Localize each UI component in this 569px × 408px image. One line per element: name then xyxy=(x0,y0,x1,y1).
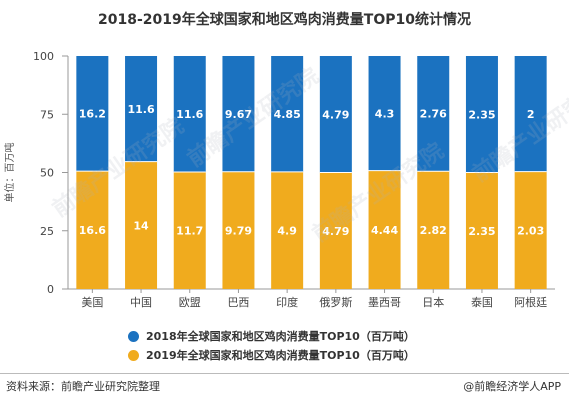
chart-title: 2018-2019年全球国家和地区鸡肉消费量TOP10统计情况 xyxy=(98,12,471,28)
y-tick-label: 50 xyxy=(40,167,54,180)
bar-2019 xyxy=(222,171,255,289)
bar-2018 xyxy=(417,56,450,172)
x-tick-label: 美国 xyxy=(81,296,103,309)
x-tick-label: 欧盟 xyxy=(179,296,201,309)
legend-item-2019: 2019年全球国家和地区鸡肉消费量TOP10（百万吨） xyxy=(128,347,415,363)
x-tick-label: 阿根廷 xyxy=(514,295,547,309)
source-note: 资料来源：前瞻产业研究院整理 xyxy=(6,380,160,393)
x-tick-label: 巴西 xyxy=(227,296,249,309)
bar-2018 xyxy=(222,56,255,172)
x-tick-label: 俄罗斯 xyxy=(319,296,352,309)
y-tick-label: 100 xyxy=(33,50,54,63)
bar-2018 xyxy=(271,56,304,172)
brand-credit: @前瞻经济学人APP xyxy=(463,380,561,393)
data-label-2019: 2.35 xyxy=(468,225,495,238)
data-label-2019: 4.44 xyxy=(371,224,398,237)
data-label-2019: 4.79 xyxy=(322,225,349,238)
y-tick-label: 25 xyxy=(40,225,54,238)
data-label-2019: 2.82 xyxy=(420,224,447,237)
bar-2019 xyxy=(76,171,109,289)
legend-item-2018: 2018年全球国家和地区鸡肉消费量TOP10（百万吨） xyxy=(128,328,415,344)
bar-2018 xyxy=(76,56,109,172)
data-label-2018: 9.67 xyxy=(225,108,252,121)
data-label-2019: 9.79 xyxy=(225,224,252,237)
x-tick-label: 印度 xyxy=(276,295,298,309)
bar-2018 xyxy=(125,56,158,162)
footer-divider xyxy=(0,373,569,374)
data-label-2018: 16.2 xyxy=(79,108,106,121)
data-label-2018: 2.35 xyxy=(468,108,495,121)
legend-label-2019: 2019年全球国家和地区鸡肉消费量TOP10（百万吨） xyxy=(146,349,415,362)
bar-2019 xyxy=(514,171,547,289)
data-label-2018: 4.3 xyxy=(375,107,395,120)
data-label-2018: 2 xyxy=(527,108,535,121)
data-label-2018: 2.76 xyxy=(420,108,447,121)
x-tick-label: 日本 xyxy=(422,295,444,309)
data-label-2019: 16.6 xyxy=(79,224,106,237)
data-label-2019: 4.9 xyxy=(277,224,297,237)
bar-2019 xyxy=(319,172,352,289)
x-tick-label: 墨西哥 xyxy=(368,296,401,309)
bar-2019 xyxy=(465,172,498,289)
data-label-2018: 11.6 xyxy=(176,108,203,121)
bar-2019 xyxy=(368,170,401,289)
data-label-2019: 2.03 xyxy=(517,224,544,237)
legend-dot-2018 xyxy=(128,330,139,342)
bar-2019 xyxy=(125,161,158,289)
data-label-2018: 4.79 xyxy=(322,108,349,121)
x-tick-label: 泰国 xyxy=(471,295,493,309)
bar-2018 xyxy=(465,56,498,173)
data-label-2019: 14 xyxy=(133,219,149,232)
bar-2019 xyxy=(173,172,206,289)
legend-label-2018: 2018年全球国家和地区鸡肉消费量TOP10（百万吨） xyxy=(146,330,415,343)
bar-2019 xyxy=(417,171,450,289)
y-tick-label: 75 xyxy=(40,108,54,121)
bar-2019 xyxy=(271,171,304,289)
legend-dot-2019 xyxy=(128,349,139,361)
data-label-2019: 11.7 xyxy=(176,225,203,238)
data-label-2018: 11.6 xyxy=(127,103,154,116)
y-tick-label: 0 xyxy=(47,283,54,296)
bar-2018 xyxy=(173,56,206,172)
y-axis-label: 单位：百万吨 xyxy=(3,143,16,203)
bar-2018 xyxy=(514,56,547,172)
data-label-2018: 4.85 xyxy=(274,108,301,121)
x-tick-label: 中国 xyxy=(130,296,152,309)
bar-2018 xyxy=(368,56,401,171)
bar-2018 xyxy=(319,56,352,173)
